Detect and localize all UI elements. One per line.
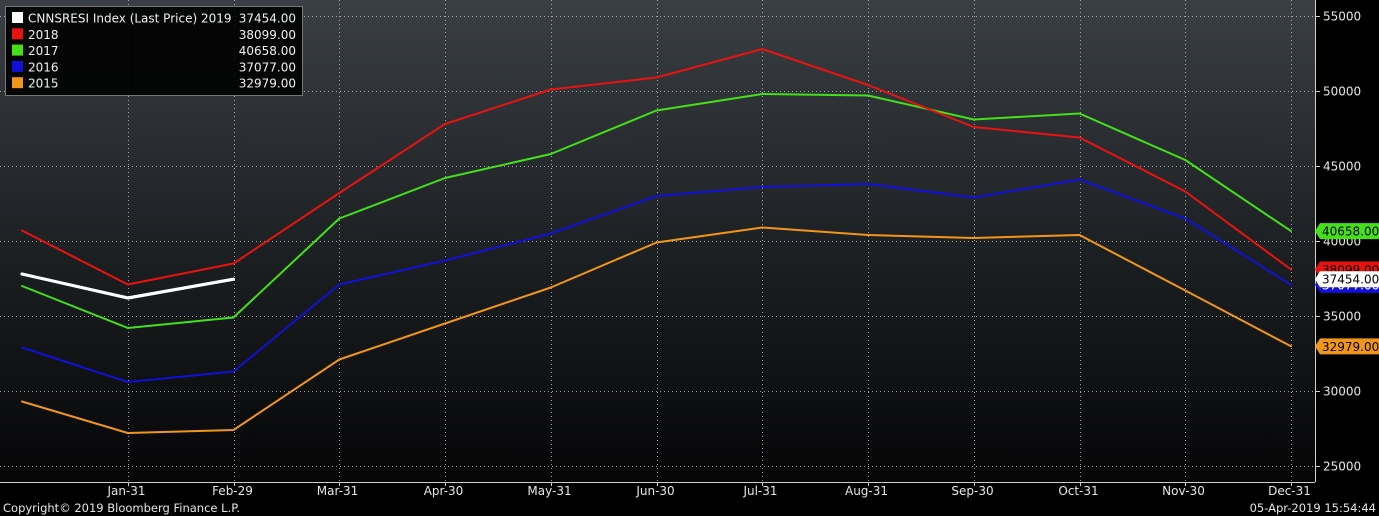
x-tick-label: Jul-31 (742, 484, 777, 498)
series-line-2018 (21, 48, 1292, 286)
legend-series-name: 2018 (28, 28, 59, 42)
legend-series-name: 2015 (28, 77, 59, 91)
value-tag: 37454.00 (1315, 271, 1379, 288)
legend-swatch (12, 28, 23, 40)
x-tick-label: Oct-31 (1058, 484, 1098, 498)
series-line-2017 (21, 93, 1292, 329)
y-tick-label: 45000 (1323, 160, 1361, 174)
legend-swatch (12, 60, 23, 72)
x-tick-label: Sep-30 (951, 484, 993, 498)
legend-box (5, 6, 303, 96)
legend-series-name: 2017 (28, 44, 59, 58)
y-tick-label: 50000 (1323, 85, 1361, 99)
legend-swatch (12, 77, 23, 89)
x-tick-label: Aug-31 (845, 484, 888, 498)
x-tick-label: Apr-30 (424, 484, 464, 498)
legend-series-name: 2016 (28, 60, 59, 74)
series-line-2019 (20, 272, 236, 300)
value-tag-label: 40658.00 (1322, 225, 1379, 239)
x-tick-label: Feb-29 (212, 484, 253, 498)
legend-swatch (12, 12, 23, 23)
y-tick-label: 35000 (1323, 310, 1361, 324)
value-tag-box (1315, 223, 1379, 240)
copyright-text: Copyright© 2019 Bloomberg Finance L.P. (3, 501, 240, 515)
x-tick-label: May-31 (527, 484, 571, 498)
value-tag-label: 32979.00 (1322, 340, 1379, 354)
legend-swatch (12, 44, 23, 56)
x-tick-label: Dec-31 (1268, 484, 1311, 498)
y-tick-label: 30000 (1323, 385, 1361, 399)
value-tag-box (1315, 338, 1379, 355)
timestamp-text: 05-Apr-2019 15:54:44 (1250, 501, 1376, 515)
legend-series-value: 38099.00 (239, 28, 296, 42)
y-tick-label: 25000 (1323, 460, 1361, 474)
value-tag-label: 37454.00 (1322, 273, 1379, 287)
x-tick-label: Mar-31 (317, 484, 358, 498)
legend-series-value: 32979.00 (239, 77, 296, 91)
value-tag-box (1315, 271, 1379, 288)
legend-series-value: 40658.00 (239, 44, 296, 58)
value-tag: 40658.00 (1315, 223, 1379, 240)
y-tick-label: 55000 (1323, 10, 1361, 24)
legend: CNNSRESI Index (Last Price) 2019 37454.00… (5, 6, 303, 96)
series-line-2016 (21, 178, 1292, 383)
x-tick-label: Nov-30 (1162, 484, 1205, 498)
x-tick-label: Jan-31 (106, 484, 145, 498)
legend-series-value: 37454.00 (239, 12, 296, 26)
value-tag: 32979.00 (1315, 338, 1379, 355)
x-tick-label: Jun-30 (635, 484, 674, 498)
grid (0, 0, 1315, 482)
legend-series-value: 37077.00 (239, 60, 296, 74)
legend-series-name: CNNSRESI Index (Last Price) 2019 (28, 12, 232, 26)
series-line-2015 (21, 226, 1292, 434)
series-lines (20, 48, 1292, 434)
